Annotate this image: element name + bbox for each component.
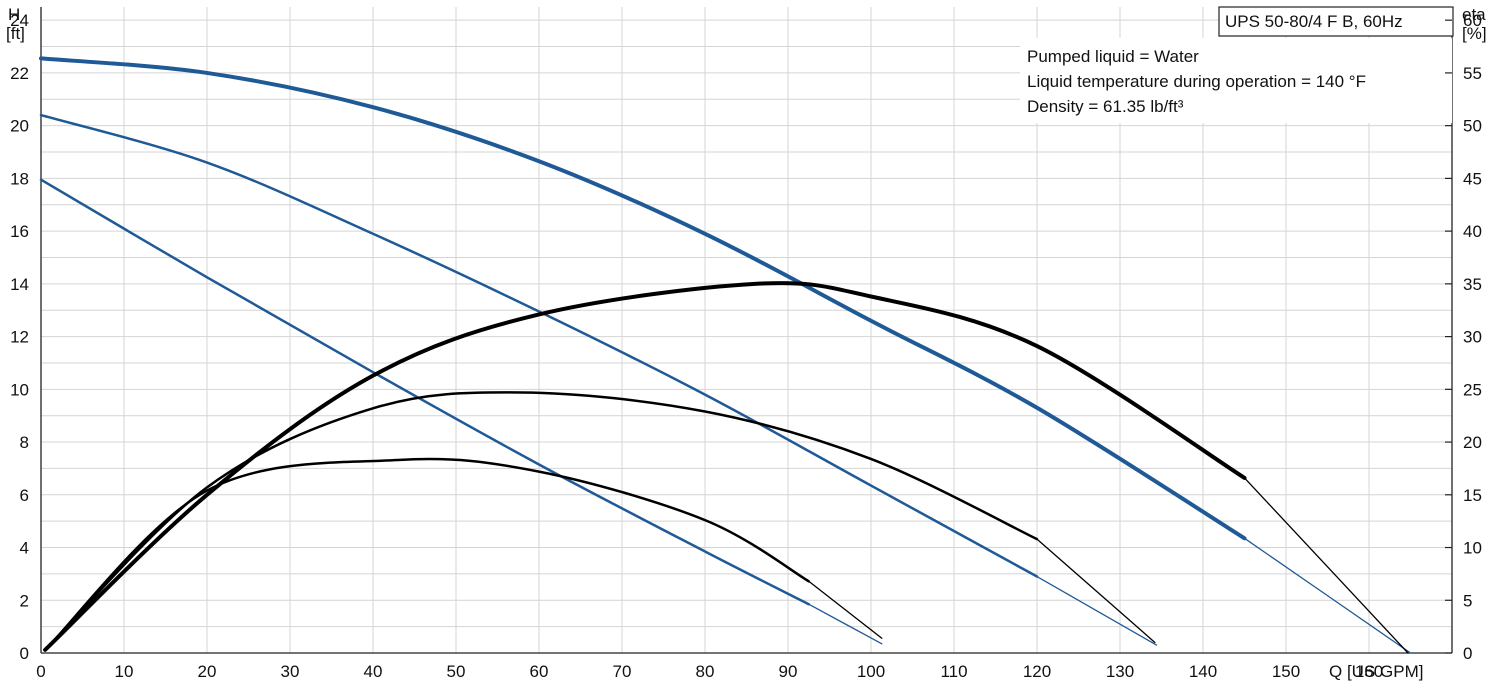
- head-curve-2: [39, 113, 1039, 578]
- y-left-tick-label-16: 16: [10, 222, 29, 241]
- y-right-tick-label-40: 40: [1463, 222, 1482, 241]
- x-tick-label-40: 40: [364, 662, 383, 681]
- y-left-tick-label-10: 10: [10, 380, 29, 399]
- info-line-pumped-liquid: Pumped liquid = Water: [1027, 47, 1199, 66]
- chart-title: UPS 50-80/4 F B, 60Hz: [1225, 12, 1403, 31]
- y-right-tick-label-55: 55: [1463, 64, 1482, 83]
- head-curve-2-extension: [1036, 575, 1158, 646]
- y-left-tick-label-18: 18: [10, 169, 29, 188]
- x-tick-label-100: 100: [857, 662, 885, 681]
- y-right-axis-label-symbol: eta: [1462, 5, 1486, 24]
- x-tick-label-130: 130: [1106, 662, 1134, 681]
- x-tick-labels: 0 10 20 30 40 50 60 70 80 90 100 110 120 130 140 150 160: [36, 662, 1383, 681]
- x-tick-label-50: 50: [447, 662, 466, 681]
- efficiency-curve-2-extension: [1036, 538, 1156, 644]
- info-line-density: Density = 61.35 lb/ft³: [1027, 97, 1184, 116]
- efficiency-curve-1-extension: [1243, 477, 1409, 654]
- title-box: [1218, 6, 1454, 37]
- x-tick-label-150: 150: [1272, 662, 1300, 681]
- y-left-tick-label-24: 24: [10, 11, 29, 30]
- y-left-tick-label-22: 22: [10, 64, 29, 83]
- grid-lines: [41, 7, 1453, 653]
- head-curve-3-extension: [808, 603, 883, 645]
- x-tick-label-20: 20: [198, 662, 217, 681]
- y-left-tick-label-6: 6: [20, 486, 29, 505]
- x-tick-label-110: 110: [940, 662, 967, 681]
- y-left-tick-label-14: 14: [10, 275, 29, 294]
- y-right-tick-label-50: 50: [1463, 117, 1482, 136]
- x-tick-label-120: 120: [1023, 662, 1051, 681]
- y-right-tick-label-60: 60: [1463, 11, 1482, 30]
- y-right-tick-label-5: 5: [1463, 591, 1472, 610]
- y-right-tick-label-30: 30: [1463, 328, 1482, 347]
- curves: [39, 56, 1412, 654]
- y-right-tick-label-25: 25: [1463, 380, 1482, 399]
- x-tick-label-30: 30: [281, 662, 300, 681]
- y-right-axis-label-unit: [%]: [1462, 24, 1487, 43]
- head-curve-1: [39, 56, 1247, 541]
- head-curve-1-extension: [1243, 537, 1412, 654]
- x-tick-label-10: 10: [115, 662, 134, 681]
- y-right-tick-labels: 0 5 10 15 20 25 30 35 40 45 50 55 60: [1445, 11, 1482, 663]
- x-tick-label-80: 80: [696, 662, 715, 681]
- x-tick-label-0: 0: [36, 662, 45, 681]
- y-left-axis-label-symbol: H: [8, 5, 20, 24]
- x-tick-label-160: 160: [1355, 662, 1383, 681]
- y-right-tick-label-0: 0: [1463, 644, 1472, 663]
- y-right-tick-label-45: 45: [1463, 169, 1482, 188]
- efficiency-curve-2: [43, 391, 1039, 652]
- x-tick-label-90: 90: [779, 662, 798, 681]
- efficiency-curve-3: [43, 457, 810, 652]
- y-left-tick-label-4: 4: [20, 539, 29, 558]
- y-left-tick-label-0: 0: [20, 644, 29, 663]
- y-left-axis-label-unit: [ft]: [6, 24, 25, 43]
- y-right-tick-label-20: 20: [1463, 433, 1482, 452]
- y-left-tick-label-2: 2: [20, 591, 29, 610]
- x-tick-label-60: 60: [530, 662, 549, 681]
- y-right-tick-label-15: 15: [1463, 486, 1482, 505]
- y-left-tick-label-12: 12: [10, 328, 29, 347]
- x-tick-label-70: 70: [613, 662, 632, 681]
- info-box-background: [1020, 38, 1452, 123]
- y-right-tick-label-10: 10: [1463, 539, 1482, 558]
- efficiency-curve-3-extension: [808, 580, 883, 639]
- head-curve-3: [39, 178, 810, 606]
- y-left-tick-label-8: 8: [20, 433, 29, 452]
- info-line-liquid-temperature: Liquid temperature during operation = 14…: [1027, 72, 1366, 91]
- x-axis-label: Q [US GPM]: [1329, 662, 1423, 681]
- y-left-tick-label-20: 20: [10, 117, 29, 136]
- x-tick-label-140: 140: [1189, 662, 1217, 681]
- y-right-tick-label-35: 35: [1463, 275, 1482, 294]
